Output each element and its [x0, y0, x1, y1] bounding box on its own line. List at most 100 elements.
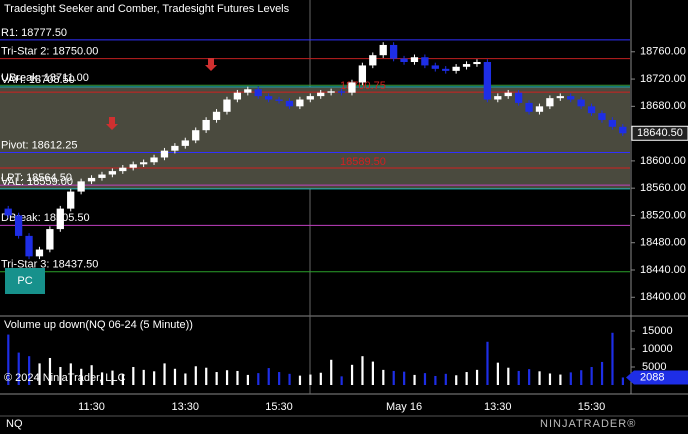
candle-body — [244, 89, 252, 93]
candle-body — [192, 130, 200, 141]
y-tick-label: 5000 — [642, 361, 666, 373]
volume-bar — [403, 371, 406, 385]
volume-bar — [611, 332, 614, 385]
volume-bar — [215, 372, 218, 385]
candle-body — [46, 229, 54, 250]
signal-arrow — [205, 58, 217, 71]
candle-body — [223, 99, 231, 112]
volume-bar — [309, 374, 312, 385]
candle-body — [150, 157, 158, 163]
volume-bar — [569, 372, 572, 385]
candle-body — [87, 177, 96, 182]
volume-bar — [580, 370, 583, 385]
candle-body — [619, 126, 627, 134]
candle-body — [4, 208, 12, 216]
candle-body — [254, 89, 262, 97]
candle-body — [77, 181, 85, 192]
candle-body — [431, 65, 439, 69]
volume-bar — [538, 371, 541, 385]
volume-bar — [267, 368, 270, 385]
last-volume-label: 2088 — [640, 371, 664, 383]
level-label: UBreak: 18711.00 — [1, 72, 89, 84]
level-label: VAL: 18559.00 — [1, 176, 73, 188]
y-tick-label: 15000 — [642, 325, 673, 337]
volume-bar — [142, 369, 145, 385]
candle-body — [285, 100, 294, 107]
volume-bar — [621, 377, 624, 385]
volume-bar — [465, 372, 468, 385]
candle-body — [98, 174, 106, 178]
instrument: NQ — [6, 418, 23, 430]
candle-body — [389, 44, 398, 59]
candle-body — [358, 65, 367, 83]
volume-bar — [236, 370, 239, 385]
x-tick-label: 11:30 — [78, 401, 105, 413]
candle-body — [56, 208, 64, 230]
volume-bar — [111, 370, 114, 385]
volume-bar — [205, 367, 208, 385]
y-tick-label: 18520.00 — [640, 209, 686, 221]
volume-bar — [559, 374, 562, 385]
volume-bar — [48, 357, 52, 385]
volume-bar — [350, 364, 354, 385]
candle-body — [442, 68, 450, 71]
candle-body — [264, 96, 273, 100]
level-label: LPT: 18564.50 — [1, 172, 72, 184]
pc-button-label[interactable]: PC — [17, 275, 32, 287]
volume-bar — [371, 361, 374, 385]
candle-body — [504, 92, 512, 97]
volume-bar — [496, 362, 499, 385]
volume-bar — [194, 366, 197, 385]
volume-bar — [59, 366, 62, 385]
candle-body — [567, 96, 575, 100]
level-label: VAH: 18708.50 — [1, 74, 75, 86]
volume-bar — [455, 375, 458, 385]
level-label: Tri-Star 2: 18750.00 — [1, 46, 98, 58]
volume-bar — [475, 369, 479, 385]
candle-body — [608, 119, 617, 127]
volume-bar — [413, 374, 416, 385]
volume-bar — [288, 373, 291, 385]
candle-body — [202, 119, 210, 131]
volume-bar — [330, 359, 333, 385]
volume-bar — [90, 365, 93, 385]
candle-body — [25, 235, 33, 257]
volume-bar — [517, 370, 520, 385]
candle-body — [108, 171, 117, 175]
volume-bar — [184, 373, 187, 385]
value-area — [0, 86, 630, 189]
candle-body — [410, 57, 419, 63]
candle-body — [462, 64, 471, 67]
volume-bar — [69, 363, 72, 385]
logo: NINJATRADER® — [540, 418, 636, 430]
candle-body — [35, 249, 44, 257]
level-label: Tri-Star 3: 18437.50 — [1, 259, 98, 271]
volume-bar — [298, 375, 302, 385]
volume-bar — [173, 368, 177, 385]
pc-button[interactable]: PC — [5, 268, 45, 294]
volume-bar — [382, 369, 385, 385]
candle-body — [379, 44, 387, 56]
level-label: 18589.50 — [340, 156, 386, 168]
candle-body — [171, 145, 179, 151]
y-tick-label: 18760.00 — [640, 46, 686, 58]
candle-body — [369, 55, 377, 66]
volume-bar — [590, 366, 593, 385]
x-tick-label: 15:30 — [578, 401, 606, 413]
volume-bar — [257, 373, 260, 385]
candle-body — [160, 150, 169, 158]
copyright: © 2024 NinjaTrader, LLC — [4, 372, 125, 384]
last-price-box — [631, 125, 688, 141]
candle-body — [337, 91, 346, 93]
candle-body — [421, 57, 429, 66]
last-volume-box — [626, 370, 688, 385]
volume-bar — [319, 372, 322, 385]
candle-body — [233, 92, 242, 100]
candle-body — [546, 98, 554, 107]
volume-bar — [548, 373, 552, 385]
volume-bar — [392, 370, 395, 385]
level-label: R1: 18777.50 — [1, 27, 67, 39]
candle-body — [348, 82, 356, 93]
volume-bar — [340, 376, 343, 385]
pc-button-bg[interactable] — [5, 268, 45, 294]
